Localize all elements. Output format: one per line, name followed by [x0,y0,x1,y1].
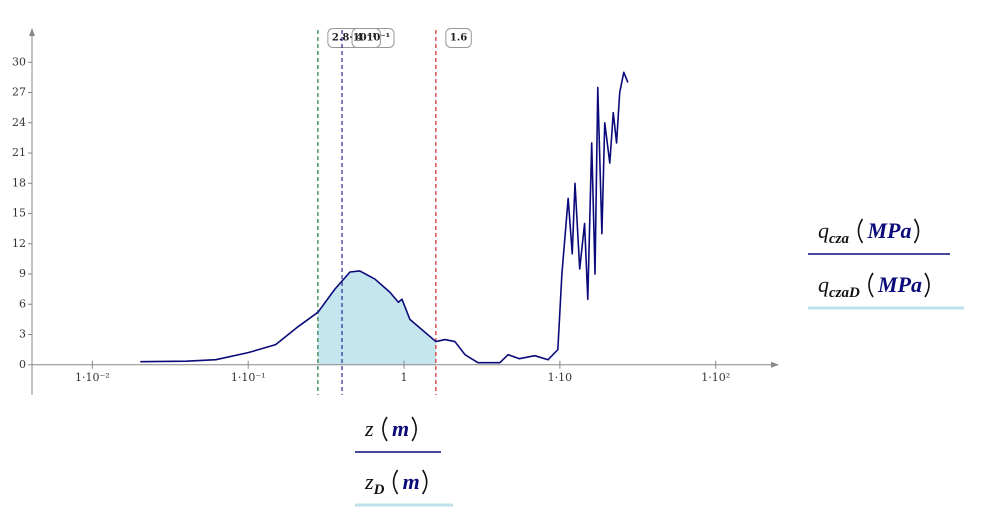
axis-label-unit: MPa [866,218,911,243]
axis-label-symbol: zD [364,469,385,498]
axis-label-symbol: qcza [818,218,849,247]
paren-close [422,469,428,495]
axis-label-unit: m [403,469,420,494]
y-tick-label: 30 [12,55,26,68]
symbol: z [364,416,374,441]
y-tick-label: 21 [12,146,26,159]
shaded-area [317,270,436,365]
paren-open [857,218,864,244]
subscript: D [373,482,385,498]
y-tick-label: 18 [12,176,26,189]
y-tick-label: 6 [19,297,26,310]
x-tick-label: 1·10² [701,371,730,384]
marker-label: 1.6 [450,33,467,44]
x-tick-label: 1 [401,371,408,384]
x-tick-label: 1·10⁻² [75,371,110,384]
symbol: q [818,218,829,243]
y-axis-arrow [29,28,35,36]
subscript: czaD [829,285,860,301]
y-tick-label: 27 [12,86,26,99]
y-tick-label: 15 [12,207,26,220]
paren-close [924,272,930,298]
paren-open [382,416,388,442]
symbol: z [364,469,374,494]
x-tick-label: 1·10 [548,371,573,384]
paren-open [392,469,399,495]
symbol: q [818,272,829,297]
axis-label-unit: m [392,416,409,441]
y-tick-label: 24 [12,116,26,129]
data-line [140,71,629,364]
marker-label-box [327,28,381,48]
x-tick-label: 1·10⁻¹ [231,371,266,384]
subscript: cza [829,231,849,247]
y-tick-label: 3 [19,328,26,341]
axis-label-unit: MPa [877,272,922,297]
marker-label-box [351,28,395,48]
y-tick-label: 9 [19,267,26,280]
x-axis-arrow [771,361,779,368]
marker-label-box [445,28,472,48]
axis-label-symbol: z [364,416,374,441]
axis-label-symbol: qczaD [818,272,860,301]
marker-label: 4·10⁻¹ [356,33,390,44]
y-tick-label: 12 [12,237,26,250]
marker-label: 2.8·10⁻¹ [332,33,376,44]
paren-close [411,416,417,442]
y-tick-label: 0 [19,358,26,371]
paren-open [868,272,874,298]
paren-close [913,218,920,244]
